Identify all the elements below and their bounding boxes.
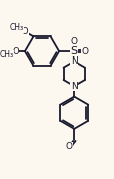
Text: N: N — [70, 57, 77, 66]
Text: O: O — [65, 142, 71, 151]
Text: CH₃: CH₃ — [9, 23, 23, 32]
Text: O: O — [21, 27, 28, 36]
Text: O: O — [70, 37, 77, 46]
Text: CH₃: CH₃ — [0, 50, 14, 59]
Text: N: N — [70, 82, 77, 91]
Text: N: N — [70, 56, 77, 65]
Text: O: O — [80, 47, 87, 56]
Text: O: O — [12, 47, 19, 56]
Text: S: S — [70, 46, 77, 56]
